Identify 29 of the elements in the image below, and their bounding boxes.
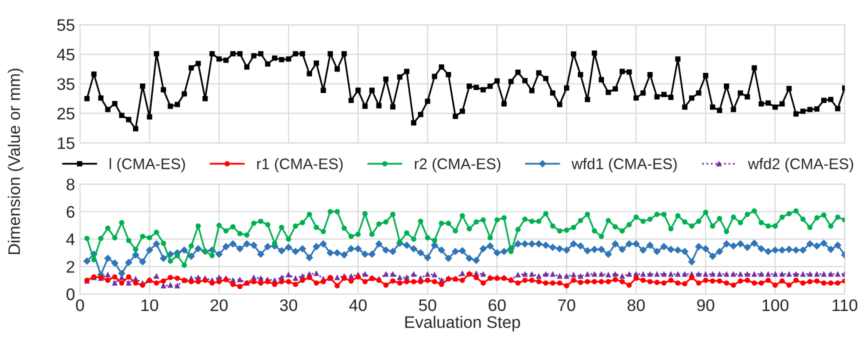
x-tick-label: 60 bbox=[488, 299, 506, 312]
legend-label: wfd2 (CMA-ES) bbox=[748, 158, 854, 172]
legend-label: l (CMA-ES) bbox=[110, 158, 185, 172]
x-tick-label: 90 bbox=[697, 299, 714, 312]
x-tick-label: 80 bbox=[628, 299, 645, 312]
y-tick-label: 2 bbox=[66, 260, 74, 273]
y-tick-label: 25 bbox=[57, 108, 74, 120]
x-tick-label: 0 bbox=[76, 299, 84, 312]
x-tick-label: 30 bbox=[280, 299, 298, 312]
y-axis-title: Dimension (Value or mm) bbox=[8, 68, 24, 254]
y-tick-label: 4 bbox=[66, 234, 75, 246]
y-tick-label: 8 bbox=[66, 178, 74, 190]
x-tick-label: 70 bbox=[558, 299, 576, 312]
y-tick-label: 35 bbox=[57, 78, 74, 90]
x-tick-label: 100 bbox=[762, 299, 788, 312]
y-tick-label: 15 bbox=[58, 137, 74, 150]
y-tick-label: 55 bbox=[57, 19, 74, 31]
x-tick-label: 20 bbox=[210, 299, 228, 312]
legend-label: r1 (CMA-ES) bbox=[257, 158, 343, 172]
legend-label: wfd1 (CMA-ES) bbox=[572, 158, 677, 172]
y-tick-label: 6 bbox=[66, 206, 74, 218]
y-tick-label: 45 bbox=[57, 48, 74, 60]
y-tick-label: 0 bbox=[66, 288, 74, 300]
x-tick-label: 40 bbox=[349, 299, 367, 312]
x-tick-label: 10 bbox=[142, 299, 158, 312]
x-axis-title: Evaluation Step bbox=[405, 316, 520, 332]
x-tick-label: 110 bbox=[832, 299, 858, 312]
legend-label: r2 (CMA-ES) bbox=[414, 158, 500, 172]
x-tick-label: 50 bbox=[418, 299, 436, 312]
